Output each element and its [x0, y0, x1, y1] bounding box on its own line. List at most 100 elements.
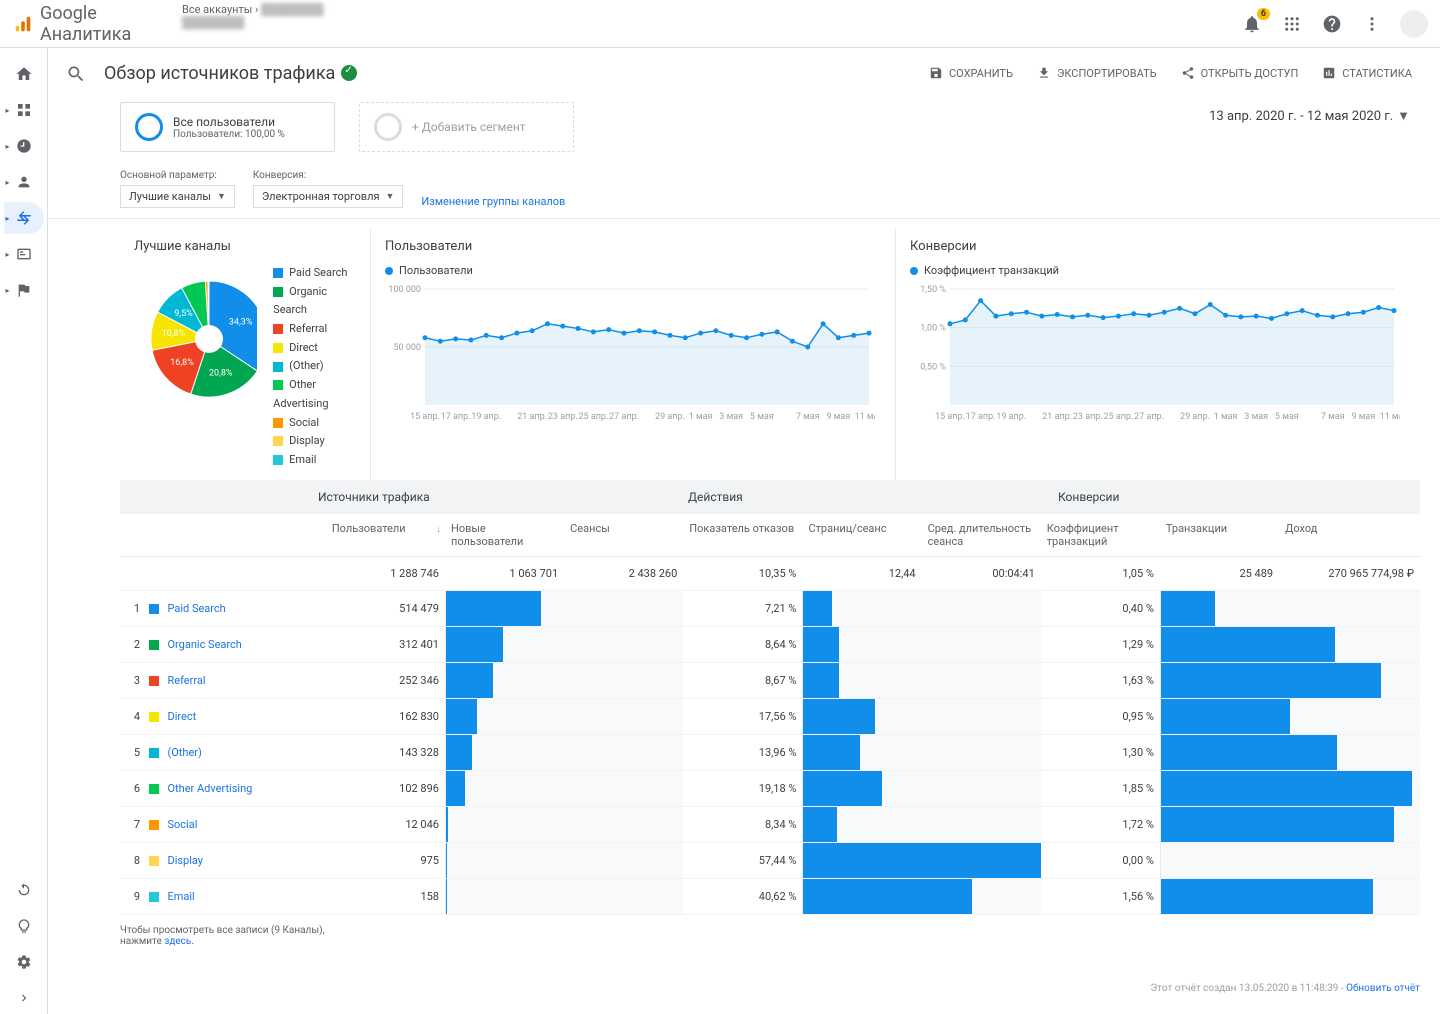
- sidebar-collapse[interactable]: [4, 982, 44, 1014]
- sidebar-home[interactable]: [4, 58, 44, 90]
- panel-users: Пользователи Пользователи 50 000100 0001…: [370, 229, 895, 480]
- pie-legend-item[interactable]: Other Advertising: [273, 376, 356, 413]
- sidebar-acquisition[interactable]: ▸: [4, 202, 44, 234]
- col-transactions[interactable]: Транзакции: [1160, 514, 1279, 557]
- save-button[interactable]: СОХРАНИТЬ: [921, 62, 1021, 84]
- svg-text:9 мая: 9 мая: [1351, 412, 1375, 422]
- svg-text:15 апр.: 15 апр.: [410, 412, 440, 422]
- col-revenue[interactable]: Доход: [1279, 514, 1420, 557]
- product-name: Google Аналитика: [40, 3, 174, 45]
- search-icon[interactable]: [64, 62, 88, 86]
- main-param-select[interactable]: Лучшие каналы▼: [120, 185, 235, 208]
- sidebar-customization[interactable]: ▸: [4, 94, 44, 126]
- apps-icon[interactable]: [1280, 12, 1304, 36]
- col-duration[interactable]: Сред. длительность сеанса: [922, 514, 1041, 557]
- svg-text:17 апр.: 17 апр.: [966, 412, 996, 422]
- svg-text:1,00 %: 1,00 %: [920, 324, 946, 334]
- segment-add[interactable]: + Добавить сегмент: [359, 102, 574, 152]
- pie-legend-item[interactable]: (Other): [273, 357, 356, 376]
- segment-add-label: + Добавить сегмент: [412, 120, 526, 134]
- pie-legend-item[interactable]: Organic Search: [273, 283, 356, 320]
- refresh-report-link[interactable]: Обновить отчёт: [1346, 983, 1420, 994]
- more-icon[interactable]: [1360, 12, 1384, 36]
- pie-legend-item[interactable]: Paid Search: [273, 264, 356, 283]
- pie-legend-item[interactable]: Direct: [273, 339, 356, 358]
- table-row[interactable]: 5 (Other) 143 328 13,96 % 1,30 %: [120, 734, 1420, 770]
- show-all-link[interactable]: здесь: [164, 936, 191, 947]
- export-button[interactable]: ЭКСПОРТИРОВАТЬ: [1029, 62, 1165, 84]
- breadcrumb-account-blurred: ████████: [261, 3, 323, 16]
- sidebar-admin[interactable]: [4, 946, 44, 978]
- table-row[interactable]: 2 Organic Search 312 401 8,64 % 1,29 %: [120, 626, 1420, 662]
- segment-title: Все пользователи: [173, 115, 285, 129]
- breadcrumb-all-accounts[interactable]: Все аккаунты ›: [182, 3, 258, 16]
- conv-series-label: Коэффициент транзакций: [924, 264, 1059, 277]
- logo[interactable]: Google Аналитика: [12, 3, 174, 45]
- sidebar-discover[interactable]: [4, 910, 44, 942]
- pie-chart: 34,3%20,8%16,8%10,8%9,5%: [134, 264, 257, 414]
- sidebar-realtime[interactable]: ▸: [4, 130, 44, 162]
- svg-text:27 апр.: 27 апр.: [1134, 412, 1164, 422]
- segment-all-users[interactable]: Все пользователи Пользователи: 100,00 %: [120, 102, 335, 152]
- svg-text:34,3%: 34,3%: [229, 317, 253, 327]
- section-behavior: Действия: [680, 480, 1050, 514]
- notifications-icon[interactable]: 6: [1240, 12, 1264, 36]
- svg-text:7 мая: 7 мая: [796, 412, 820, 422]
- col-bounce[interactable]: Показатель отказов: [683, 514, 802, 557]
- svg-text:15 апр.: 15 апр.: [935, 412, 965, 422]
- main-param-label: Основной параметр:: [120, 170, 235, 181]
- legend-dot-icon: [910, 267, 918, 275]
- page-title: Обзор источников трафика: [104, 63, 357, 84]
- topbar-actions: 6: [1240, 10, 1428, 38]
- svg-text:16,8%: 16,8%: [170, 358, 194, 368]
- svg-text:17 апр.: 17 апр.: [441, 412, 471, 422]
- svg-text:25 апр.: 25 апр.: [1103, 412, 1133, 422]
- table-row[interactable]: 1 Paid Search 514 479 7,21 % 0,40 %: [120, 590, 1420, 626]
- table-row[interactable]: 9 Email 158 40,62 % 1,56 %: [120, 878, 1420, 914]
- col-sessions[interactable]: Сеансы: [564, 514, 683, 557]
- pie-legend-item[interactable]: Email: [273, 451, 356, 470]
- col-pages[interactable]: Страниц/сеанс: [802, 514, 921, 557]
- svg-text:1,50 %: 1,50 %: [920, 285, 946, 295]
- channels-table: Пользователи↓ Новые пользователи Сеансы …: [120, 514, 1420, 915]
- pie-legend-item[interactable]: Social: [273, 414, 356, 433]
- svg-text:1 мая: 1 мая: [1214, 412, 1238, 422]
- panel-users-title: Пользователи: [385, 239, 881, 254]
- table-row[interactable]: 8 Display 975 57,44 % 0,00 %: [120, 842, 1420, 878]
- col-new-users[interactable]: Новые пользователи: [445, 514, 564, 557]
- svg-text:27 апр.: 27 апр.: [609, 412, 639, 422]
- svg-text:19 апр.: 19 апр.: [996, 412, 1026, 422]
- col-users[interactable]: Пользователи↓: [326, 514, 445, 557]
- svg-text:23 апр.: 23 апр.: [548, 412, 578, 422]
- share-button[interactable]: ОТКРЫТЬ ДОСТУП: [1173, 62, 1307, 84]
- table-row[interactable]: 7 Social 12 046 8,34 % 1,72 %: [120, 806, 1420, 842]
- svg-text:19 апр.: 19 апр.: [471, 412, 501, 422]
- sidebar-audience[interactable]: ▸: [4, 166, 44, 198]
- pie-legend-item[interactable]: Referral: [273, 320, 356, 339]
- sidebar-conversions[interactable]: ▸: [4, 274, 44, 306]
- svg-text:21 апр.: 21 апр.: [1042, 412, 1072, 422]
- svg-text:21 апр.: 21 апр.: [517, 412, 547, 422]
- breadcrumb[interactable]: Все аккаунты › ████████ ████████: [182, 3, 323, 29]
- insights-button[interactable]: СТАТИСТИКА: [1314, 62, 1420, 84]
- table-row[interactable]: 6 Other Advertising 102 896 19,18 % 1,85…: [120, 770, 1420, 806]
- help-icon[interactable]: [1320, 12, 1344, 36]
- svg-text:9,5%: 9,5%: [174, 309, 193, 319]
- svg-text:9 мая: 9 мая: [826, 412, 850, 422]
- segment-add-circle-icon: [374, 113, 402, 141]
- sidebar-behavior[interactable]: ▸: [4, 238, 44, 270]
- sidebar-attribution[interactable]: [4, 874, 44, 906]
- section-conversions: Конверсии: [1050, 480, 1420, 514]
- svg-text:0,50 %: 0,50 %: [920, 362, 946, 372]
- channel-group-link[interactable]: Изменение группы каналов: [421, 195, 565, 208]
- col-tx-rate[interactable]: Коэффициент транзакций: [1041, 514, 1160, 557]
- svg-text:25 апр.: 25 апр.: [578, 412, 608, 422]
- pie-legend-item[interactable]: Display: [273, 432, 356, 451]
- table-row[interactable]: 3 Referral 252 346 8,67 % 1,63 %: [120, 662, 1420, 698]
- panel-channels-title: Лучшие каналы: [134, 239, 356, 254]
- svg-text:3 мая: 3 мая: [719, 412, 743, 422]
- avatar[interactable]: [1400, 10, 1428, 38]
- table-row[interactable]: 4 Direct 162 830 17,56 % 0,95 %: [120, 698, 1420, 734]
- date-range-picker[interactable]: 13 апр. 2020 г. - 12 мая 2020 г.▼: [1199, 102, 1420, 130]
- conversion-select[interactable]: Электронная торговля▼: [253, 185, 404, 208]
